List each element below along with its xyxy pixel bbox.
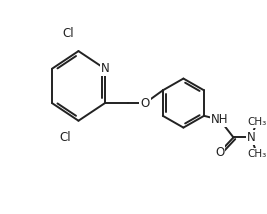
- Text: O: O: [215, 146, 224, 159]
- Text: NH: NH: [211, 113, 229, 126]
- Text: O: O: [140, 97, 150, 110]
- Text: CH₃: CH₃: [247, 117, 267, 127]
- Text: Cl: Cl: [63, 27, 74, 40]
- Text: CH₃: CH₃: [247, 149, 267, 159]
- Text: N: N: [247, 131, 256, 144]
- Text: N: N: [101, 62, 109, 75]
- Text: Cl: Cl: [59, 131, 70, 144]
